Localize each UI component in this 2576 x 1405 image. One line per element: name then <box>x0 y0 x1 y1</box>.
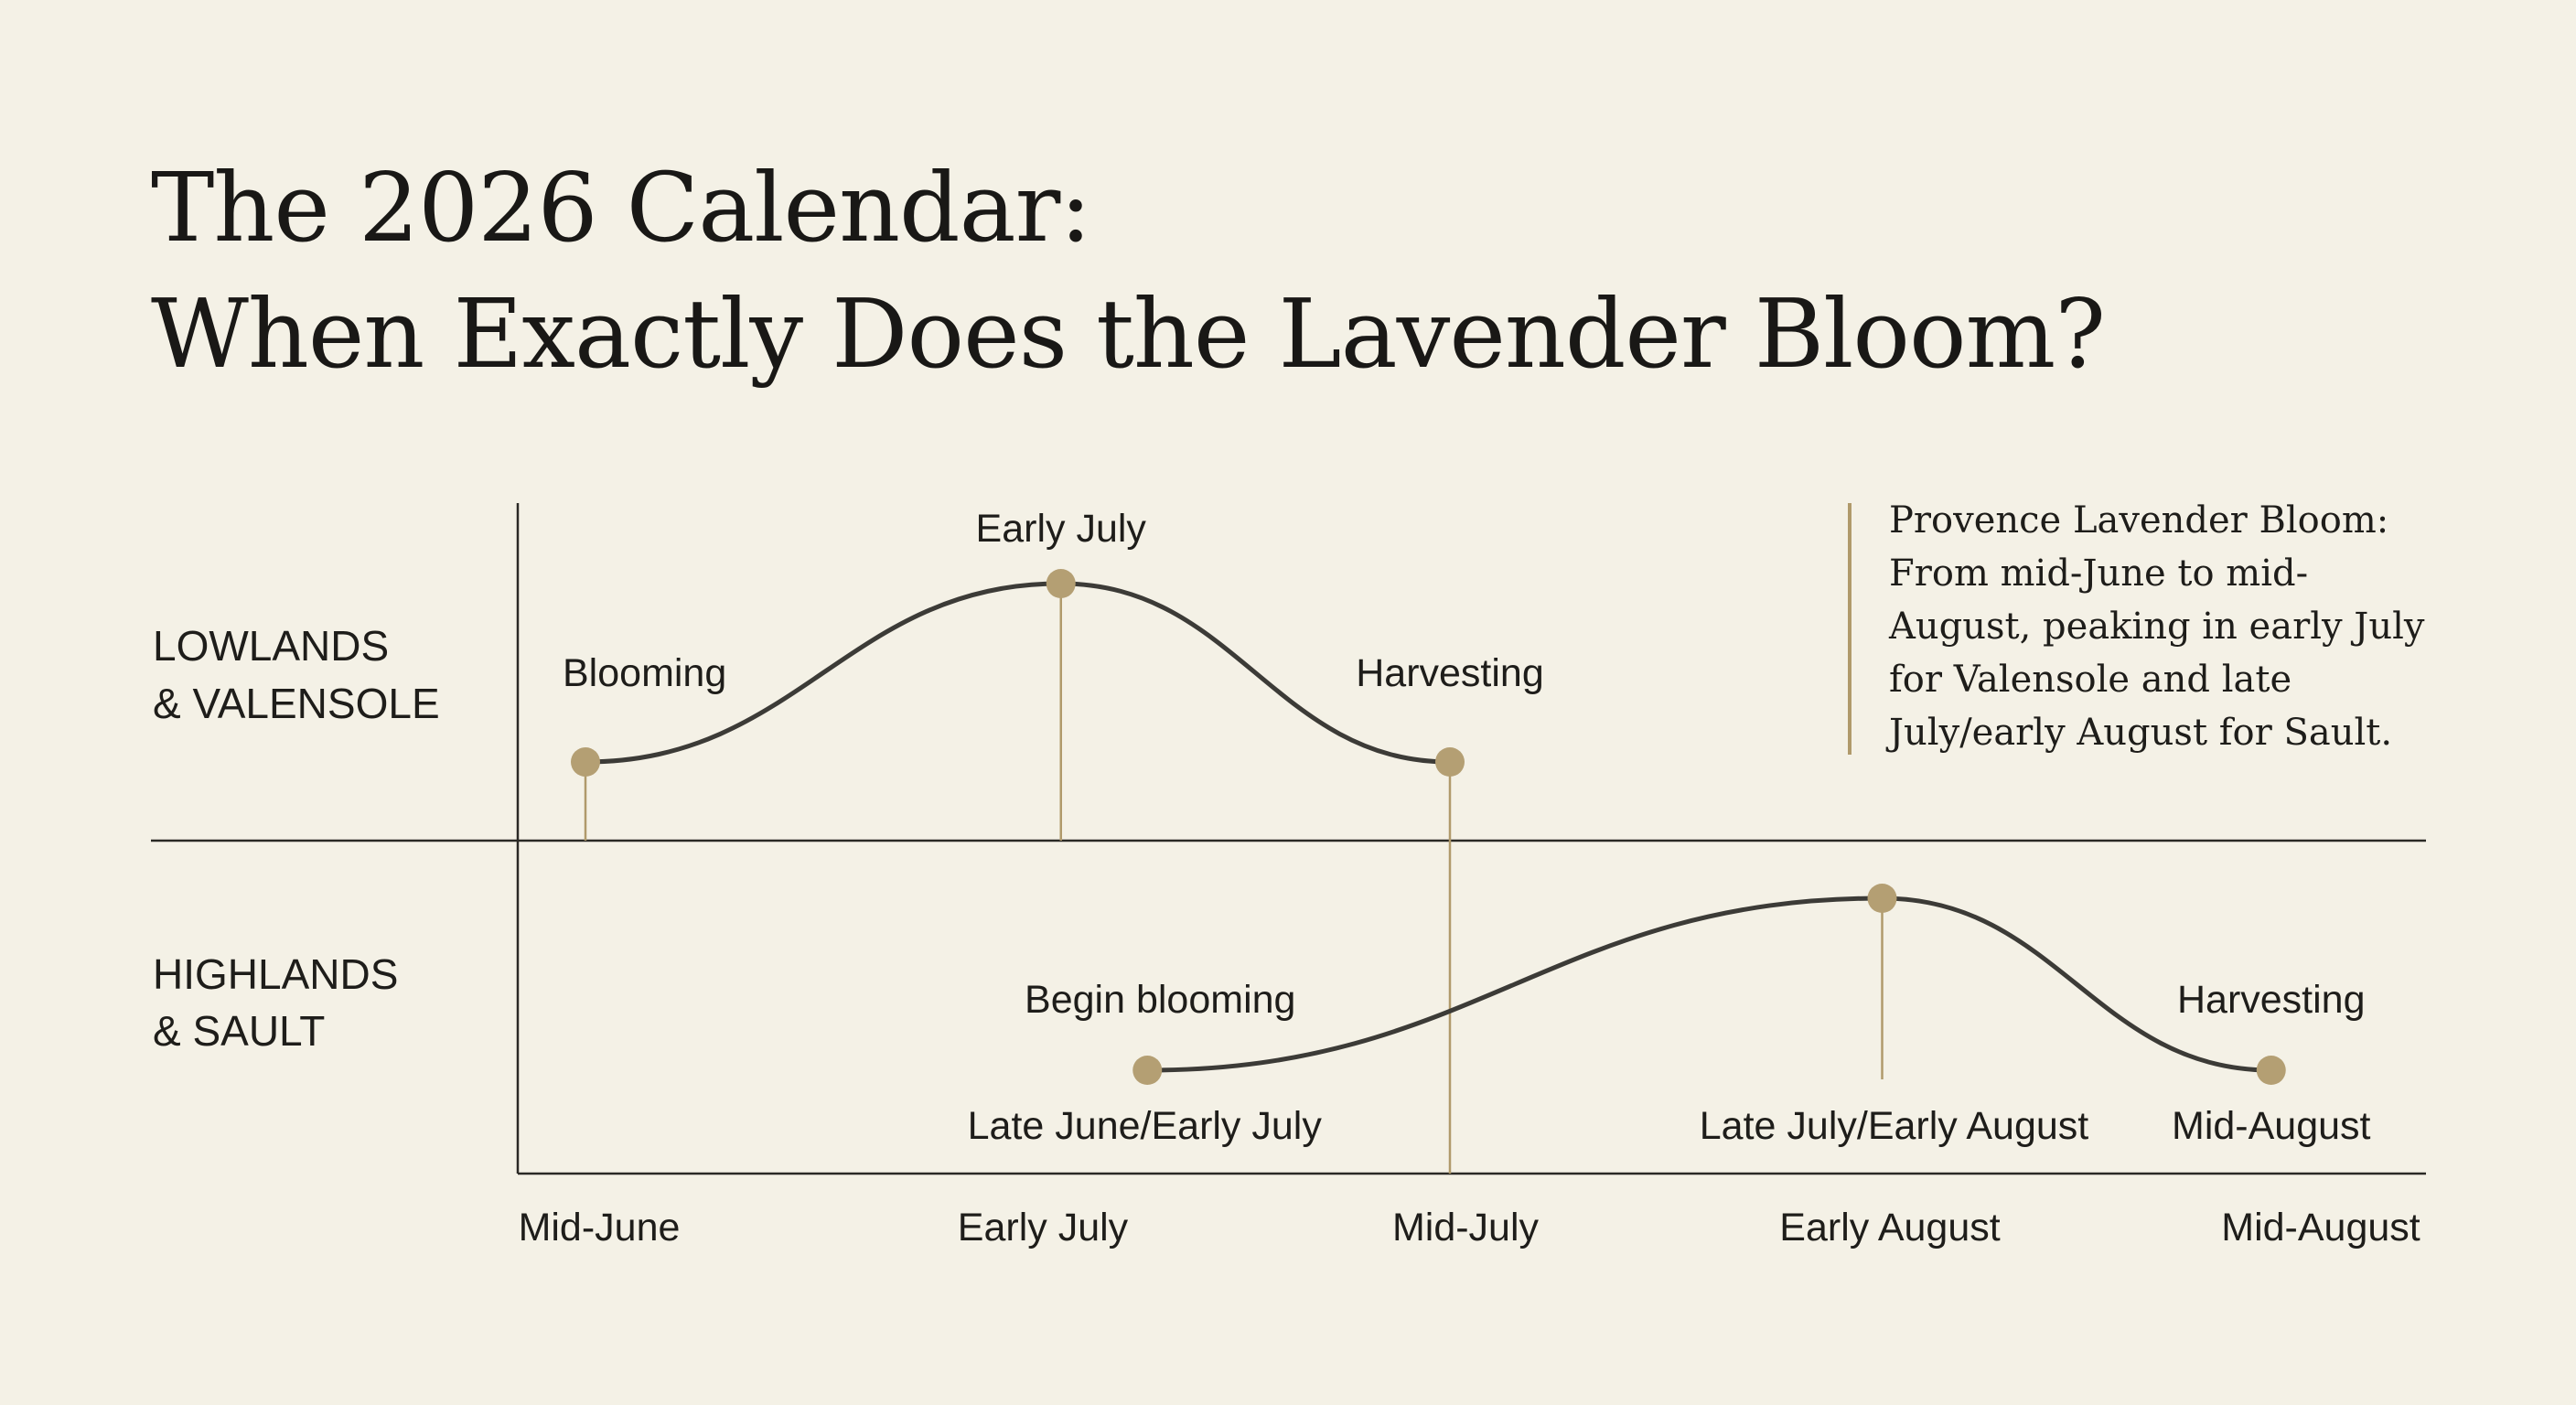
row-label: & SAULT <box>153 1007 325 1055</box>
note-rule <box>1848 503 1852 755</box>
row-label: HIGHLANDS <box>153 950 398 998</box>
bloom-point <box>1046 569 1076 598</box>
point-label-above: Begin blooming <box>1025 978 1295 1022</box>
x-tick-label: Early August <box>1779 1206 2000 1249</box>
row-label: & VALENSOLE <box>153 680 440 727</box>
note-line: July/early August for Sault. <box>1889 712 2393 754</box>
note-line: From mid-June to mid- <box>1889 552 2309 595</box>
point-label-below: Mid-August <box>2172 1104 2371 1148</box>
title-line-2: When Exactly Does the Lavender Bloom? <box>151 278 2106 390</box>
point-label-above: Blooming <box>563 651 726 695</box>
point-label-above: Early July <box>976 507 1147 551</box>
title-block: The 2026 Calendar: When Exactly Does the… <box>151 145 2438 397</box>
note-line: August, peaking in early July <box>1889 606 2425 648</box>
bloom-curve-2 <box>1144 896 2274 1073</box>
bloom-point <box>571 747 600 777</box>
x-tick-label: Mid-June <box>519 1206 681 1249</box>
x-tick-label: Early July <box>958 1206 1129 1249</box>
point-label-above: Harvesting <box>1356 651 1544 695</box>
point-label-above: Harvesting <box>2177 978 2366 1022</box>
x-tick-label: Mid-July <box>1392 1206 1540 1249</box>
point-label-below: Late July/Early August <box>1700 1104 2089 1148</box>
point-label-below: Late June/Early July <box>968 1104 1323 1148</box>
bloom-note: Provence Lavender Bloom: From mid-June t… <box>1889 494 2456 759</box>
title-line-1: The 2026 Calendar: <box>151 152 1091 263</box>
x-tick-label: Mid-August <box>2221 1206 2420 1249</box>
bloom-point <box>1867 884 1897 913</box>
bloom-point <box>2256 1056 2286 1085</box>
note-line: Provence Lavender Bloom: <box>1889 499 2389 542</box>
note-line: for Valensole and late <box>1889 659 2292 701</box>
bloom-point <box>1132 1056 1163 1085</box>
row-label: LOWLANDS <box>153 622 389 670</box>
bloom-point <box>1435 747 1465 777</box>
